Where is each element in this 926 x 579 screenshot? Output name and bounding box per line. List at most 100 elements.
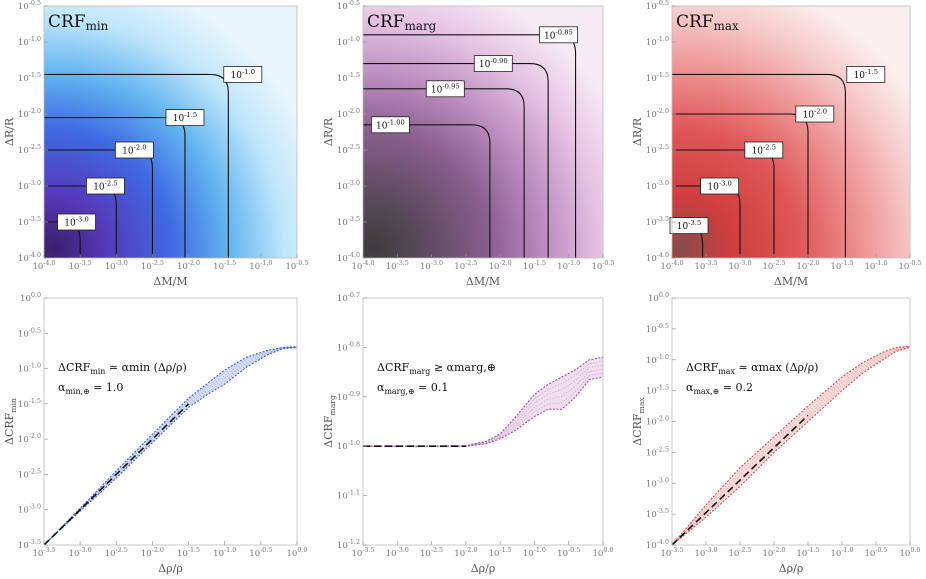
y-tick-label: 10-2.0 xyxy=(337,107,360,120)
x-tick-label: 10-1.0 xyxy=(523,546,546,559)
annotation-formula: ΔCRFmax ≃ αmax (Δρ/ρ) xyxy=(686,361,818,376)
annotation-formula: ΔCRFmin ≃ αmin (Δρ/ρ) xyxy=(58,361,187,376)
contour-label: 10-3.5 xyxy=(677,219,701,232)
contour-label-box xyxy=(539,26,578,44)
x-tick-label: 10-1.0 xyxy=(213,546,236,559)
band-fill xyxy=(672,346,910,545)
x-tick-label: 10-2.0 xyxy=(489,259,512,272)
y-tick-label: 10-3.5 xyxy=(646,507,669,520)
y-tick-label: 10-1.0 xyxy=(337,35,360,48)
x-tick-label: 10-3.5 xyxy=(351,546,374,559)
y-tick-label: 10-3.5 xyxy=(18,215,41,228)
y-tick-label: 10-1.5 xyxy=(18,71,41,84)
y-axis-label: ΔCRFmarg xyxy=(322,395,337,448)
x-tick-label: 10-1.5 xyxy=(796,546,819,559)
x-tick-label: 10-1.5 xyxy=(177,546,200,559)
y-tick-label: 10-2.5 xyxy=(18,467,41,480)
contour-label-box xyxy=(795,105,835,123)
x-tick-label: 10-1.0 xyxy=(830,546,853,559)
contour-line xyxy=(363,63,549,258)
contour-line xyxy=(672,73,846,258)
x-tick-label: 10-2.5 xyxy=(420,546,443,559)
y-tick-label: 10-0.5 xyxy=(646,322,669,335)
heatmap-field xyxy=(672,6,910,258)
x-tick-label: 10-1.5 xyxy=(213,259,236,272)
x-tick-label: 10-3.0 xyxy=(386,546,409,559)
x-tick-label: 10-3.5 xyxy=(386,259,409,272)
contour-label-box xyxy=(700,177,739,195)
x-tick-label: 10-2.0 xyxy=(796,259,819,272)
fit-line xyxy=(671,414,809,546)
y-tick-label: 10-2.5 xyxy=(646,143,669,156)
y-tick-label: 10-4.0 xyxy=(646,251,669,264)
y-tick-label: 10-1.5 xyxy=(646,71,669,84)
y-tick-label: 10-0.8 xyxy=(337,340,360,353)
y-tick-label: 10-2.0 xyxy=(18,107,41,120)
x-tick-label: 10-3.5 xyxy=(694,259,717,272)
y-tick-label: 10-2.5 xyxy=(18,143,41,156)
y-tick-label: 10-3.0 xyxy=(18,179,41,192)
x-tick-label: 10-2.5 xyxy=(141,259,164,272)
band-inner-line xyxy=(363,364,604,447)
plot-frame xyxy=(362,297,604,546)
y-axis-label: ΔCRFmin xyxy=(3,398,18,445)
band-inner-line xyxy=(363,368,604,447)
contour-label: 10-1.00 xyxy=(376,118,405,131)
contour-label: 10-0.95 xyxy=(431,82,460,95)
contour-label-box xyxy=(744,141,784,159)
plot-frame xyxy=(671,5,911,259)
band-inner-line xyxy=(671,346,911,546)
x-tick-label: 10-4.0 xyxy=(32,259,55,272)
x-axis-label: ΔM/M xyxy=(466,275,500,288)
y-tick-label: 10-2.5 xyxy=(337,143,360,156)
band-inner-line xyxy=(43,346,298,546)
x-tick-label: 10-2.0 xyxy=(177,259,200,272)
heatmap-panel-min: 10-1.0 10-1.5 10-2.0 10-2.5 10-3.0 10-4.0 10-3… xyxy=(3,0,309,288)
y-tick-label: 10-2.0 xyxy=(646,415,669,428)
annotation-alpha: αmarg,⊕ = 0.1 xyxy=(377,381,448,396)
panel-title: CRFmarg xyxy=(367,12,437,33)
panel-title: CRFmax xyxy=(676,12,739,33)
x-tick-label: 10-3.0 xyxy=(105,259,128,272)
y-tick-label: 10-3.5 xyxy=(646,215,669,228)
y-tick-label: 10-2.5 xyxy=(646,445,669,458)
y-tick-label: 10-4.0 xyxy=(646,538,669,551)
contour-label: 10-2.0 xyxy=(122,144,146,157)
x-tick-label: 10-1.5 xyxy=(489,546,512,559)
line-panel-marg: 10-3.5 10-3.0 10-2.5 10-2.0 10-1.5 10-1.0 10-0… xyxy=(322,291,613,575)
band-inner-line xyxy=(43,346,298,546)
contour-label: 10-1.0 xyxy=(231,68,255,81)
x-axis-label: Δρ/ρ xyxy=(158,562,183,575)
series-upper xyxy=(43,346,298,546)
x-tick-label: 10-3.0 xyxy=(694,546,717,559)
line-panel-max: 10-3.5 10-3.0 10-2.5 10-2.0 10-1.5 10-1.0 10-0… xyxy=(631,291,920,575)
contour-label-box xyxy=(86,177,125,195)
x-tick-label: 10-3.5 xyxy=(69,259,92,272)
contour-label: 10-2.0 xyxy=(803,108,827,121)
x-tick-label: 10-1.0 xyxy=(864,259,887,272)
y-tick-label: 10-3.0 xyxy=(646,179,669,192)
x-tick-label: 10-2.0 xyxy=(454,546,477,559)
x-axis-label: Δρ/ρ xyxy=(779,562,804,575)
contour-label-box xyxy=(114,141,154,159)
band-inner-line xyxy=(671,346,911,546)
y-tick-label: 10-2.0 xyxy=(646,107,669,120)
y-tick-label: 10-3.0 xyxy=(646,476,669,489)
band-fill xyxy=(363,357,603,447)
x-tick-label: 10-1.5 xyxy=(523,259,546,272)
contour-label: 10-3.0 xyxy=(64,216,88,229)
series-lower xyxy=(671,346,911,546)
x-tick-label: 100.0 xyxy=(593,546,614,559)
x-tick-label: 10-3.5 xyxy=(32,546,55,559)
series-upper xyxy=(671,345,911,546)
x-tick-label: 10-2.5 xyxy=(762,259,785,272)
x-axis-label: Δρ/ρ xyxy=(471,562,496,575)
y-tick-label: 10-1.1 xyxy=(337,489,360,502)
y-tick-label: 10-1.0 xyxy=(646,353,669,366)
y-tick-label: 10-4.0 xyxy=(18,251,41,264)
y-tick-label: 10-1.5 xyxy=(18,397,41,410)
contour-label-box xyxy=(223,66,263,83)
y-tick-label: 10-1.2 xyxy=(337,538,360,551)
contour-label-box xyxy=(669,217,709,235)
y-tick-label: 10-1.0 xyxy=(18,35,41,48)
